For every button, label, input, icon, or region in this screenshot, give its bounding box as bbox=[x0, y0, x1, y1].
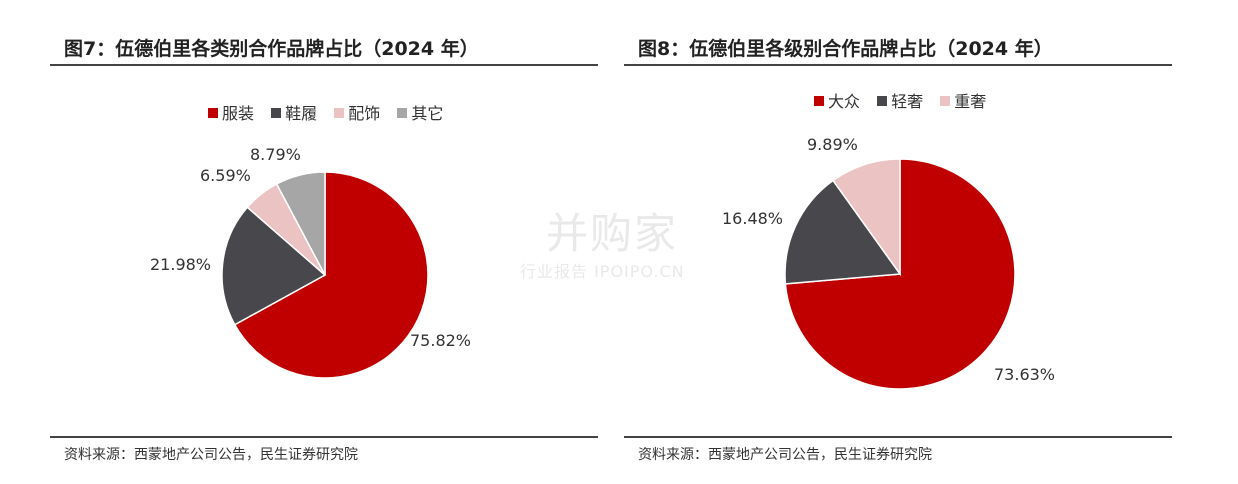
legend-item-accessories: 配饰 bbox=[334, 100, 380, 124]
legend-item-high-luxury: 重奢 bbox=[940, 88, 986, 112]
legend-label: 服装 bbox=[222, 104, 255, 123]
legend-label: 重奢 bbox=[954, 92, 987, 111]
legend-swatch bbox=[940, 96, 951, 106]
pie-chart-brand-category: 75.82% 21.98% 6.59% 8.79% bbox=[150, 145, 471, 379]
chart-legend: 服装 鞋履 配饰 其它 bbox=[208, 100, 455, 124]
title-divider bbox=[50, 64, 598, 66]
pie-slice-4 bbox=[275, 171, 326, 276]
slice-data-label: 73.63% bbox=[994, 365, 1055, 384]
legend-item-footwear: 鞋履 bbox=[271, 100, 317, 124]
legend-item-apparel: 服装 bbox=[208, 100, 254, 124]
legend-swatch bbox=[208, 108, 218, 118]
legend-swatch bbox=[271, 108, 282, 118]
slice-data-label: 21.98% bbox=[150, 255, 211, 274]
slice-data-label: 75.82% bbox=[410, 331, 471, 350]
legend-swatch bbox=[397, 108, 408, 118]
legend-swatch bbox=[814, 96, 824, 106]
source-note: 资料来源：西蒙地产公司公告，民生证券研究院 bbox=[638, 447, 932, 463]
legend-label: 大众 bbox=[828, 92, 861, 111]
chart-title: 图8：伍德伯里各级别合作品牌占比（2024 年） bbox=[638, 38, 1053, 60]
legend-label: 其它 bbox=[411, 104, 444, 123]
pie-slice-1 bbox=[233, 171, 429, 379]
footer-divider bbox=[50, 436, 598, 438]
footer-divider bbox=[624, 436, 1172, 438]
pie-slice-2 bbox=[784, 179, 902, 285]
chart-title: 图7：伍德伯里各类别合作品牌占比（2024 年） bbox=[64, 38, 479, 60]
chart-panel-brand-category: 图7：伍德伯里各类别合作品牌占比（2024 年） 服装 鞋履 配饰 其它 75.… bbox=[50, 0, 598, 484]
pie-chart-brand-tier: 73.63% 16.48% 9.89% bbox=[722, 135, 1055, 390]
slice-data-label: 6.59% bbox=[200, 166, 251, 185]
pie-slice-3 bbox=[832, 158, 901, 277]
legend-label: 轻奢 bbox=[891, 92, 924, 111]
chart-panel-brand-tier: 图8：伍德伯里各级别合作品牌占比（2024 年） 大众 轻奢 重奢 73.63%… bbox=[624, 0, 1172, 484]
legend-swatch bbox=[334, 108, 345, 118]
legend-label: 配饰 bbox=[348, 104, 381, 123]
source-note: 资料来源：西蒙地产公司公告，民生证券研究院 bbox=[64, 447, 358, 463]
legend-item-mass: 大众 bbox=[814, 88, 860, 112]
legend-label: 鞋履 bbox=[285, 104, 318, 123]
slice-data-label: 9.89% bbox=[807, 135, 858, 154]
slice-data-label: 16.48% bbox=[722, 209, 783, 228]
legend-item-other: 其它 bbox=[397, 100, 443, 124]
legend-swatch bbox=[877, 96, 888, 106]
chart-legend: 大众 轻奢 重奢 bbox=[814, 88, 998, 112]
pie-slice-2 bbox=[221, 206, 327, 326]
title-divider bbox=[624, 64, 1172, 66]
legend-item-affordable-luxury: 轻奢 bbox=[877, 88, 923, 112]
slice-data-label: 8.79% bbox=[250, 145, 301, 164]
